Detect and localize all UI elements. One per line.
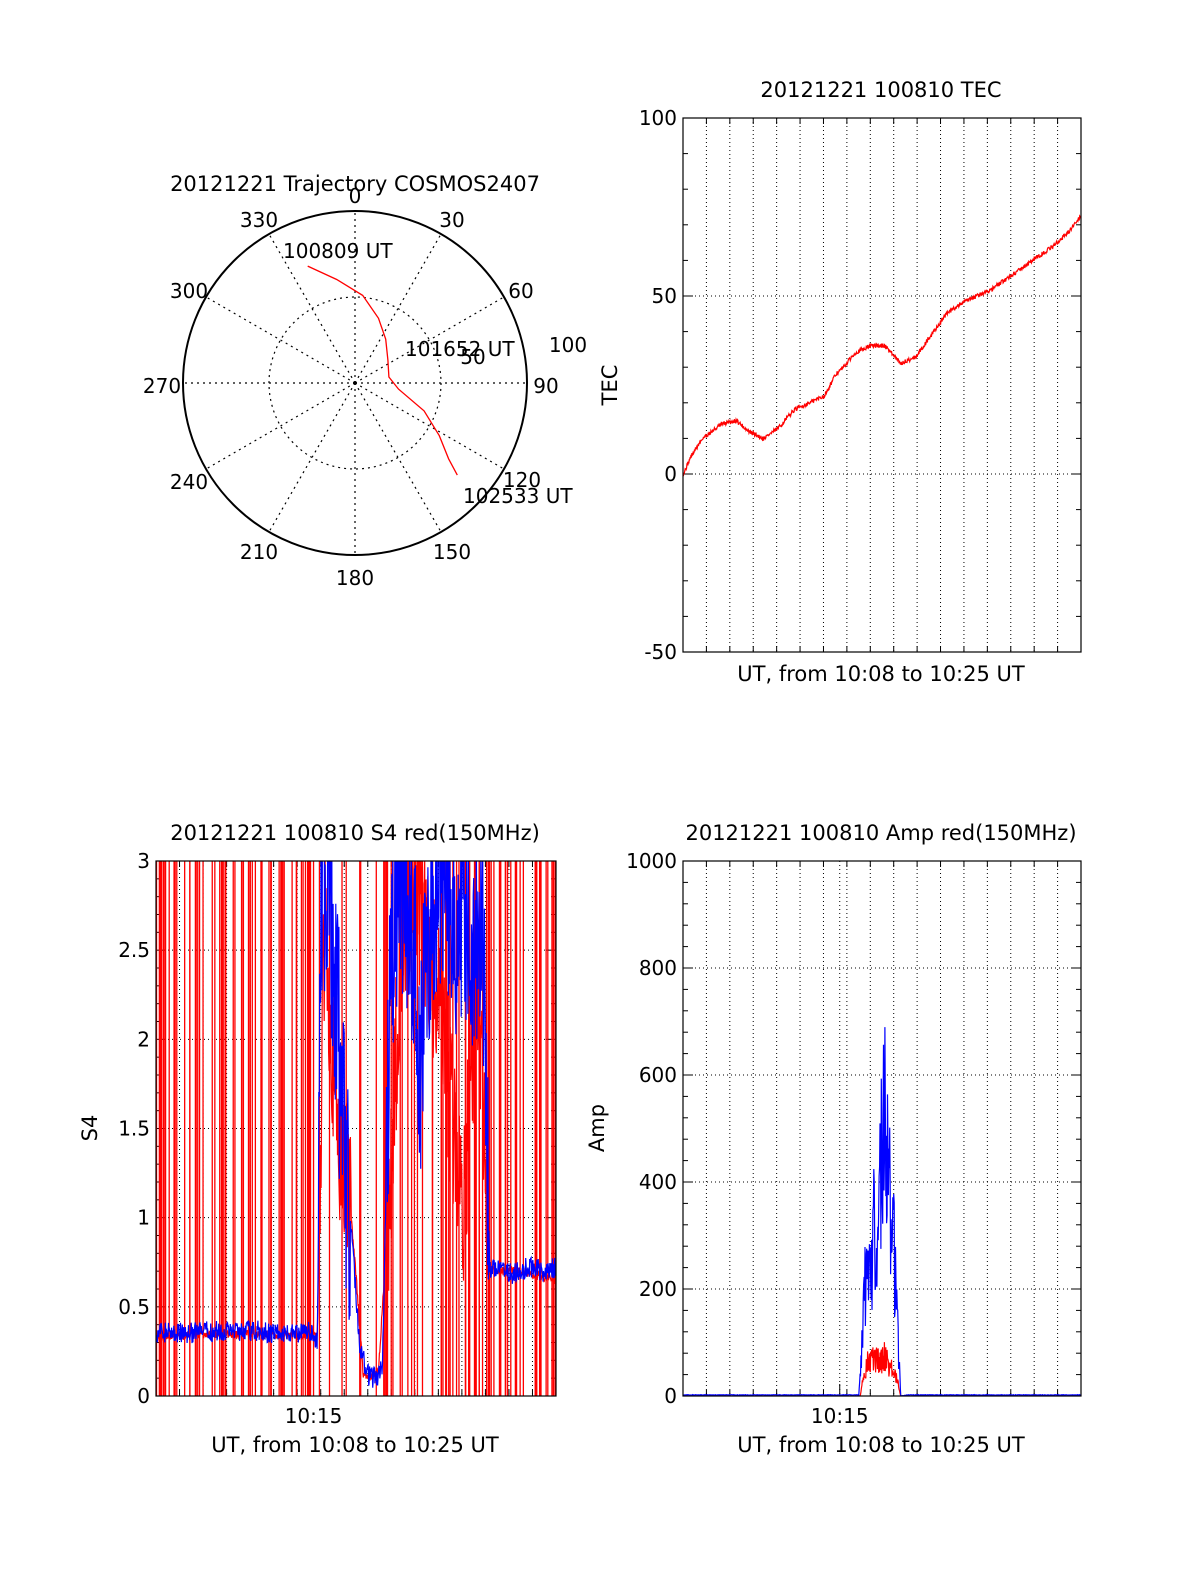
s4-ytick-label: 1.5: [118, 1117, 150, 1141]
amp-ytick-label: 1000: [626, 849, 677, 873]
polar-spoke: [354, 233, 442, 384]
polar-spoke: [205, 382, 356, 470]
s4-ytick-label: 2.5: [118, 938, 150, 962]
polar-trajectory-line: [307, 265, 458, 476]
polar-azimuth-label: 90: [533, 374, 558, 398]
polar-azimuth-label: 240: [170, 470, 208, 494]
tec-panel: 20121221 100810 TEC UT, from 10:08 to 10…: [598, 78, 1082, 686]
amp-frame: [682, 860, 1082, 1397]
polar-azimuth-label: 300: [170, 279, 208, 303]
tec-series-red: [683, 214, 1081, 477]
s4-ytick-label: 1: [137, 1206, 150, 1230]
s4-plot-area: [156, 861, 556, 1396]
s4-ytick-label: 0: [137, 1384, 150, 1408]
polar-horizon-circle: [182, 210, 528, 556]
amp-ytick-label: 0: [664, 1384, 677, 1408]
amp-ytick-label: 600: [639, 1063, 677, 1087]
polar-azimuth-label: 30: [439, 208, 464, 232]
s4-xtick-label: 10:15: [285, 1404, 343, 1428]
polar-azimuth-label: 60: [508, 279, 533, 303]
tec-ytick-label: 50: [652, 284, 677, 308]
amp-series-red: [683, 1342, 1081, 1396]
tec-ylabel: TEC: [598, 365, 622, 407]
s4-frame: [155, 860, 557, 1397]
s4-title: 20121221 100810 S4 red(150MHz): [170, 821, 540, 845]
s4-ytick-label: 3: [137, 849, 150, 873]
polar-annotation-end: 102533 UT: [463, 484, 573, 508]
s4-ytick-label: 0.5: [118, 1295, 150, 1319]
polar-azimuth-label: 270: [143, 374, 181, 398]
polar-spoke: [354, 296, 505, 384]
polar-annotation-mid: 101652 UT: [405, 337, 515, 361]
s4-ylabel: S4: [78, 1115, 102, 1142]
amp-ylabel: Amp: [585, 1104, 609, 1152]
amp-plot-area: [683, 1027, 1081, 1396]
polar-azimuth-label: 210: [240, 540, 278, 564]
amp-ytick-label: 400: [639, 1170, 677, 1194]
polar-spoke: [268, 233, 356, 384]
trajectory-title: 20121221 Trajectory COSMOS2407: [170, 172, 540, 196]
polar-azimuth-label: 330: [240, 208, 278, 232]
tec-plot-area: [683, 214, 1081, 477]
polar-azimuth-label: 150: [433, 540, 471, 564]
s4-series-blue: [156, 861, 556, 1388]
amp-ytick-label: 800: [639, 956, 677, 980]
polar-radius-label: 100: [549, 333, 587, 357]
tec-frame: [682, 117, 1082, 653]
polar-spoke: [205, 296, 356, 384]
amp-xlabel: UT, from 10:08 to 10:25 UT: [737, 1433, 1025, 1457]
amp-panel: 20121221 100810 Amp red(150MHz) UT, from…: [585, 821, 1082, 1457]
tec-xlabel: UT, from 10:08 to 10:25 UT: [737, 662, 1025, 686]
s4-panel: 20121221 100810 S4 red(150MHz) UT, from …: [78, 821, 557, 1457]
polar-azimuth-label: 180: [336, 566, 374, 590]
tec-ytick-label: -50: [644, 640, 677, 664]
polar-annotation-start: 100809 UT: [283, 239, 393, 263]
polar-azimuth-label: 120: [503, 468, 541, 492]
tec-title: 20121221 100810 TEC: [760, 78, 1001, 102]
amp-ytick-label: 200: [639, 1277, 677, 1301]
polar-spoke: [354, 382, 442, 533]
polar-spoke: [354, 382, 505, 470]
amp-series-blue: [683, 1027, 1081, 1396]
tec-ytick-label: 0: [664, 462, 677, 486]
trajectory-panel: 20121221 Trajectory COSMOS2407 0 30 60 90 12…: [143, 172, 587, 590]
amp-title: 20121221 100810 Amp red(150MHz): [685, 821, 1076, 845]
amp-xtick-label: 10:15: [811, 1404, 869, 1428]
tec-ytick-label: 100: [639, 106, 677, 130]
s4-ytick-label: 2: [137, 1027, 150, 1051]
polar-azimuth-label: 0: [349, 184, 362, 208]
s4-xlabel: UT, from 10:08 to 10:25 UT: [211, 1433, 499, 1457]
polar-spoke: [268, 382, 356, 533]
polar-radius-label: 50: [460, 345, 485, 369]
